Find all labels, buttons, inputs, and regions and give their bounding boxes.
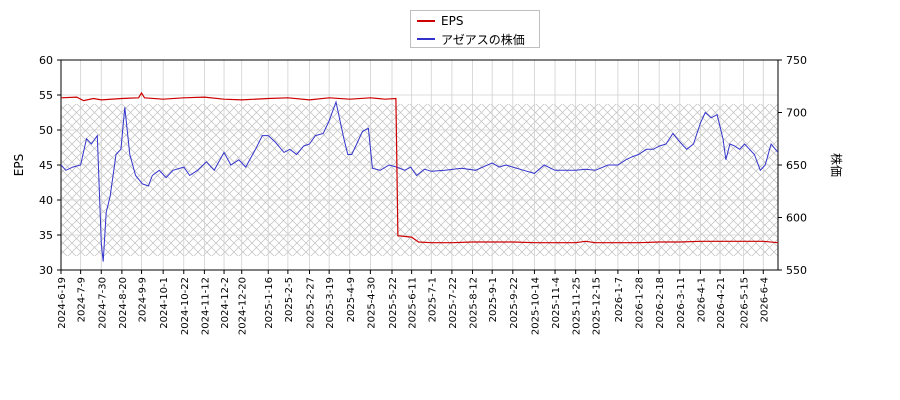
- legend-swatch-eps: [417, 20, 435, 22]
- x-tick-label: 2024-7-9: [77, 277, 88, 322]
- x-tick-label: 2026-4-21: [716, 277, 727, 329]
- x-tick-label: 2026-3-11: [676, 277, 687, 329]
- x-tick-label: 2024-8-20: [118, 277, 129, 329]
- x-tick-label: 2025-3-19: [325, 277, 336, 329]
- legend-swatch-price: [417, 38, 435, 40]
- legend-label-eps: EPS: [441, 14, 464, 28]
- y-left-axis-label: EPS: [12, 154, 26, 176]
- x-tick-label: 2025-4-30: [366, 277, 377, 329]
- x-tick-label: 2026-6-4: [759, 277, 770, 322]
- x-tick-label: 2024-12-20: [238, 277, 249, 335]
- y-left-tick-label: 55: [39, 89, 53, 102]
- x-tick-label: 2025-2-27: [305, 277, 316, 329]
- x-tick-label: 2024-10-1: [159, 277, 170, 329]
- x-tick-label: 2024-9-9: [138, 277, 149, 322]
- series-line-eps: [60, 91, 779, 244]
- x-tick-label: 2025-12-15: [591, 277, 602, 335]
- y-right-tick-label: 700: [786, 107, 807, 120]
- x-tick-label: 2025-9-22: [509, 277, 520, 329]
- x-tick-label: 2025-1-16: [264, 277, 275, 329]
- x-tick-label: 2024-6-19: [57, 277, 68, 329]
- x-tick-label: 2026-1-28: [635, 277, 646, 329]
- x-tick-label: 2026-4-1: [696, 277, 707, 322]
- x-tick-label: 2025-7-22: [448, 277, 459, 329]
- x-tick-label: 2025-7-1: [427, 277, 438, 322]
- y-right-tick-label: 750: [786, 54, 807, 67]
- y-left-tick-label: 50: [39, 124, 53, 137]
- x-tick-label: 2025-10-14: [530, 277, 541, 335]
- x-tick-label: 2025-11-4: [551, 277, 562, 329]
- legend-item-eps: EPS: [417, 13, 463, 29]
- x-tick-label: 2024-7-30: [97, 277, 108, 329]
- x-tick-label: 2024-10-22: [180, 277, 191, 335]
- y-left-tick-label: 35: [39, 229, 53, 242]
- x-tick-label: 2025-9-1: [488, 277, 499, 322]
- legend-item-price: アゼアスの株価: [417, 31, 525, 47]
- y-left-tick-label: 40: [39, 194, 53, 207]
- y-left-tick-label: 60: [39, 54, 53, 67]
- y-right-tick-label: 650: [786, 159, 807, 172]
- y-right-tick-label: 600: [786, 212, 807, 225]
- x-tick-label: 2025-8-12: [469, 277, 480, 329]
- x-tick-label: 2026-1-7: [614, 277, 625, 322]
- x-tick-label: 2025-11-25: [572, 277, 583, 335]
- legend-label-price: アゼアスの株価: [441, 32, 525, 47]
- x-tick-label: 2024-11-12: [200, 277, 211, 335]
- y-right-axis-label: 株価: [829, 153, 844, 177]
- x-tick-label: 2025-2-5: [284, 277, 295, 322]
- y-left-tick-label: 30: [39, 264, 53, 277]
- y-right-tick-label: 550: [786, 264, 807, 277]
- series-line-price: [60, 100, 779, 262]
- x-tick-label: 2025-4-9: [346, 277, 357, 322]
- y-left-tick-label: 45: [39, 159, 53, 172]
- x-tick-label: 2025-5-22: [388, 277, 399, 329]
- x-tick-label: 2025-6-11: [408, 277, 419, 329]
- x-tick-label: 2024-12-2: [220, 277, 231, 329]
- x-tick-label: 2026-2-18: [655, 277, 666, 329]
- x-tick-label: 2026-5-15: [740, 277, 751, 329]
- hatch-area-price-range: [61, 104, 778, 256]
- legend: EPS アゼアスの株価: [410, 10, 540, 48]
